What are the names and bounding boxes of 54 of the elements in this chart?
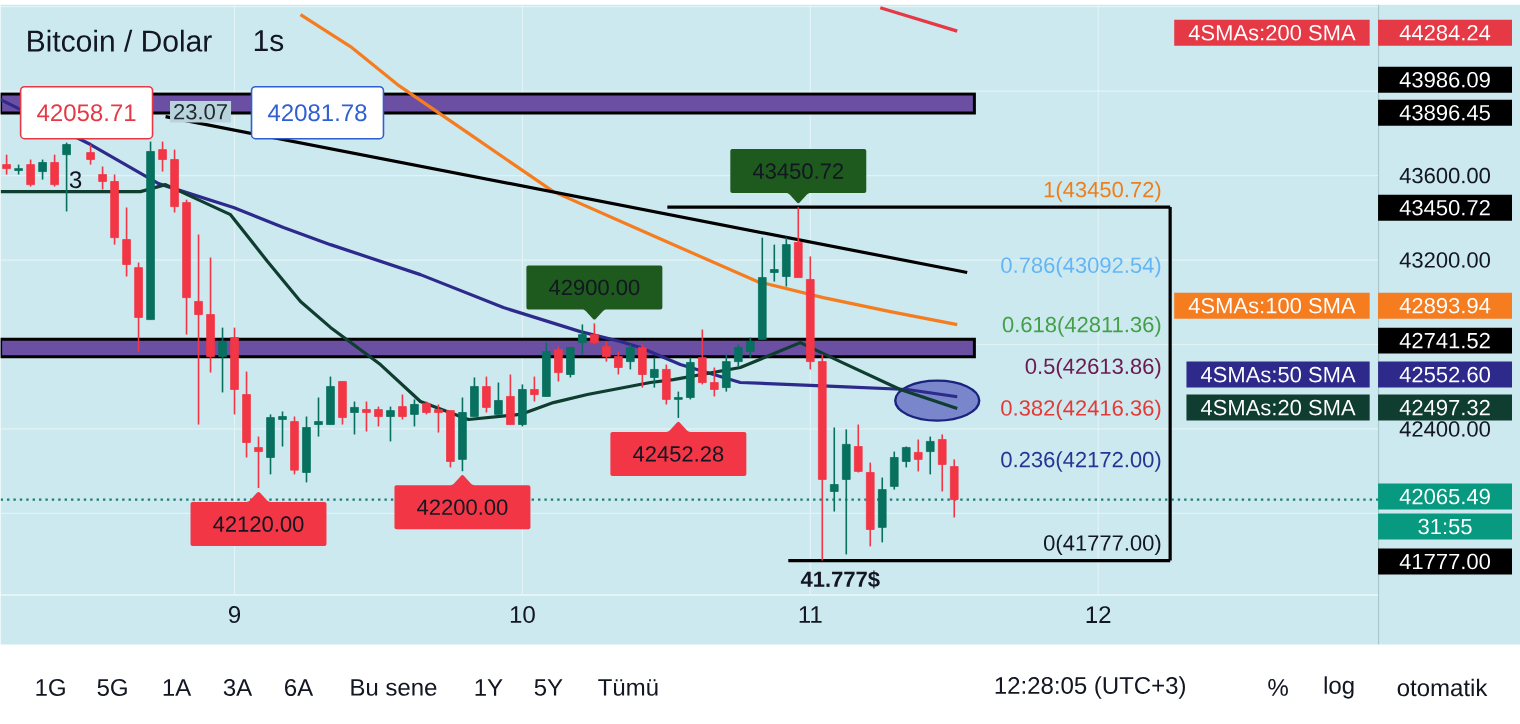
text: 5G bbox=[97, 678, 127, 696]
text: 1Y bbox=[475, 679, 503, 696]
text: 42741.52 bbox=[1399, 332, 1490, 349]
annotation: 0.786(43092.54) bbox=[1001, 256, 1161, 278]
x-tick-label: 10 bbox=[510, 605, 535, 623]
text: 31:55 bbox=[1418, 518, 1472, 535]
annotation: 0.5(42613.86) bbox=[1025, 357, 1161, 379]
text: 3A bbox=[223, 678, 253, 696]
annotation: 23.07 bbox=[174, 103, 227, 120]
annotation: 43450.72 bbox=[752, 163, 844, 179]
text: 1A bbox=[163, 679, 192, 696]
text: 42893.94 bbox=[1399, 297, 1491, 314]
text: 1s bbox=[254, 30, 284, 51]
annotation: 42200.00 bbox=[417, 499, 508, 515]
text: 43986.09 bbox=[1399, 71, 1490, 88]
text: % bbox=[1268, 678, 1288, 696]
annotation: 3 bbox=[69, 170, 82, 188]
x-tick-label: 12 bbox=[1086, 605, 1111, 623]
text: Bu sene bbox=[351, 678, 437, 696]
text: 4SMAs:200 SMA bbox=[1188, 24, 1356, 41]
annotation: 42120.00 bbox=[213, 516, 304, 532]
annotation: 42452.28 bbox=[633, 445, 724, 462]
text: 6A bbox=[285, 678, 314, 696]
annotation: 0(41777.00) bbox=[1044, 534, 1161, 555]
text: 12:28:05 (UTC+3) bbox=[995, 676, 1185, 699]
annotation: 1(43450.72) bbox=[1044, 180, 1161, 202]
annotation: 0.236(42172.00) bbox=[1001, 450, 1161, 472]
text: 42552.60 bbox=[1399, 366, 1490, 383]
text: 5Y bbox=[534, 678, 563, 696]
x-tick-label: 9 bbox=[228, 605, 241, 623]
annotation: 42058.71 bbox=[37, 103, 136, 121]
y-tick-label: 43600.00 bbox=[1399, 167, 1490, 184]
text: 42497.32 bbox=[1399, 399, 1490, 416]
annotation: 42900.00 bbox=[549, 279, 640, 295]
annotation: 0.382(42416.36) bbox=[1001, 399, 1161, 420]
y-tick-label: 42400.00 bbox=[1399, 420, 1490, 437]
text: 4SMAs:100 SMA bbox=[1188, 297, 1356, 314]
y-tick-label: 43200.00 bbox=[1399, 252, 1490, 268]
text: 41777.00 bbox=[1399, 553, 1490, 570]
text: 4SMAs:50 SMA bbox=[1200, 366, 1356, 383]
text: otomatik bbox=[1397, 678, 1488, 697]
annotation: 41.777$ bbox=[800, 570, 880, 589]
text: 42065.49 bbox=[1399, 488, 1490, 505]
text: log bbox=[1324, 676, 1354, 699]
text: 43896.45 bbox=[1399, 104, 1490, 121]
text: 4SMAs:20 SMA bbox=[1200, 399, 1356, 416]
text: 43450.72 bbox=[1399, 199, 1490, 216]
x-tick-label: 11 bbox=[799, 606, 822, 623]
text: 1G bbox=[36, 678, 65, 696]
text: Tümü bbox=[598, 678, 658, 696]
annotation: 42081.78 bbox=[268, 103, 367, 121]
text: Bitcoin / Dolar bbox=[28, 29, 212, 52]
text: 44284.24 bbox=[1399, 24, 1491, 41]
annotation: 0.618(42811.36) bbox=[1002, 315, 1161, 337]
